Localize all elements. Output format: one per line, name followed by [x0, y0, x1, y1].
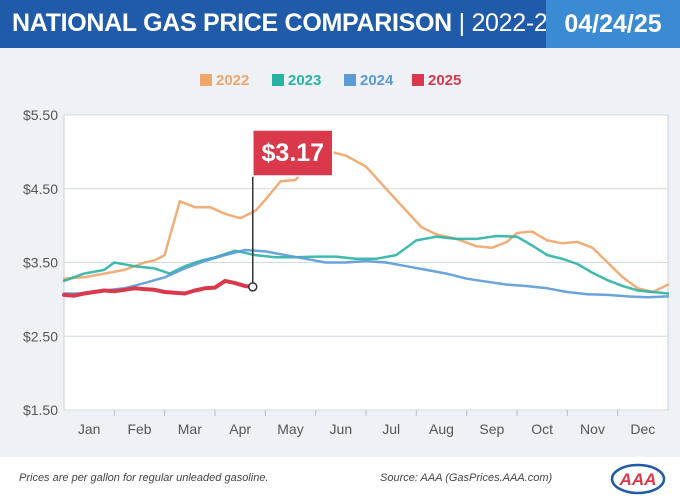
- x-axis: Jan Feb Mar Apr May Jun Jul Aug Sep Oct Nov Dec: [78, 410, 655, 437]
- aaa-logo: AAA: [610, 463, 666, 495]
- callout-label: $3.17: [261, 139, 324, 167]
- price-callout: $3.17: [248, 129, 334, 292]
- legend-swatch-2023: [272, 74, 284, 86]
- series-line-2022: [62, 150, 670, 294]
- x-tick-label: Apr: [229, 421, 251, 437]
- footer: Prices are per gallon for regular unlead…: [0, 457, 680, 500]
- series-line-2025: [62, 278, 255, 298]
- y-axis: $1.50 $2.50 $3.50 $4.50 $5.50: [23, 107, 58, 418]
- legend-label-2024: 2024: [360, 72, 394, 89]
- x-tick-label: Sep: [479, 421, 504, 437]
- y-tick-label: $5.50: [23, 107, 58, 123]
- legend-label-2023: 2023: [288, 72, 321, 89]
- legend-label-2025: 2025: [428, 72, 461, 89]
- callout-marker: [248, 282, 258, 292]
- callout-box: [252, 129, 334, 177]
- legend-swatch-2024: [344, 74, 356, 86]
- x-tick-label: Oct: [531, 421, 553, 437]
- y-tick-label: $1.50: [23, 402, 58, 418]
- x-tick-label: Mar: [178, 421, 202, 437]
- series-line-2023: [62, 234, 670, 295]
- x-tick-label: Nov: [580, 421, 605, 437]
- aaa-logo-text: AAA: [619, 470, 657, 489]
- series-line-2024: [62, 248, 670, 299]
- legend-swatch-2022: [200, 74, 212, 86]
- y-tick-label: $4.50: [23, 181, 58, 197]
- x-tick-label: Aug: [429, 421, 454, 437]
- y-tick-label: $3.50: [23, 255, 58, 271]
- footnote: Prices are per gallon for regular unlead…: [19, 472, 269, 484]
- legend: 2022 2023 2024 2025: [200, 72, 461, 89]
- series-lines: [62, 150, 670, 299]
- x-tick-label: Jul: [382, 421, 400, 437]
- x-tick-label: Dec: [630, 421, 655, 437]
- gas-price-chart: 2022 2023 2024 2025 $1.50 $2.50 $3.50 $4.50 $5.…: [23, 72, 670, 437]
- title-main: NATIONAL GAS PRICE COMPARISON: [12, 9, 452, 37]
- page-title: NATIONAL GAS PRICE COMPARISON | 2022-202…: [12, 9, 589, 38]
- legend-label-2022: 2022: [216, 72, 249, 89]
- y-tick-label: $2.50: [23, 328, 58, 344]
- x-tick-label: Jan: [78, 421, 101, 437]
- x-tick-label: Feb: [127, 421, 151, 437]
- x-tick-label: Jun: [330, 421, 353, 437]
- legend-swatch-2025: [412, 74, 424, 86]
- title-separator: |: [458, 9, 466, 37]
- x-tick-label: May: [277, 421, 303, 437]
- date-badge: 04/24/25: [546, 0, 680, 48]
- chart-panel: 2022 2023 2024 2025 $1.50 $2.50 $3.50 $4.50 $5.…: [0, 48, 680, 457]
- source-note: Source: AAA (GasPrices.AAA.com): [380, 472, 553, 484]
